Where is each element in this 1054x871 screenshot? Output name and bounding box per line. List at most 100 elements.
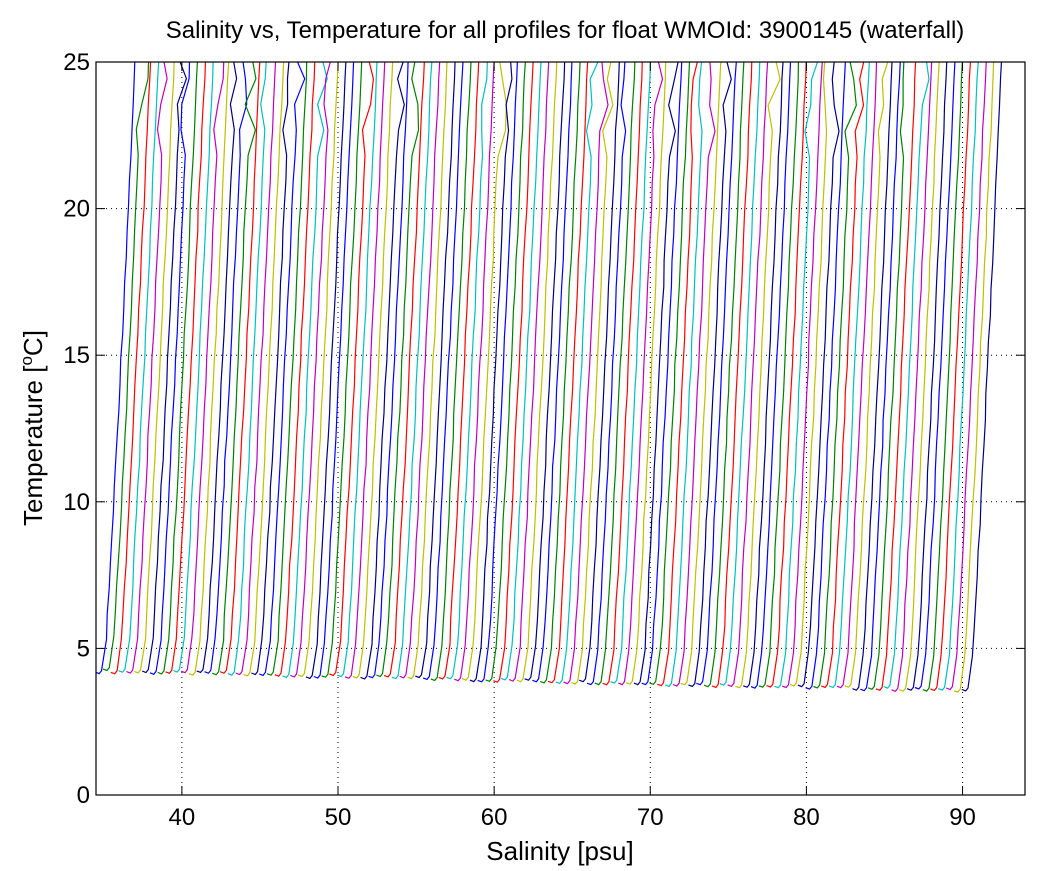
profile-line — [165, 62, 207, 675]
profiles-group — [96, 62, 1003, 693]
profile-line — [96, 62, 136, 675]
profile-line — [173, 62, 214, 673]
profile-line — [391, 62, 433, 680]
profile-line — [594, 62, 636, 686]
x-tick-label: 60 — [481, 804, 508, 831]
profile-line — [805, 62, 846, 690]
y-axis-label: Temperature [oC] — [17, 330, 48, 526]
profile-line — [274, 62, 316, 677]
y-tick-label: 5 — [77, 635, 90, 662]
profile-line — [781, 62, 823, 689]
profile-line — [149, 62, 191, 676]
profile-line — [696, 62, 737, 686]
profile-line — [336, 62, 378, 678]
profile-line — [578, 62, 620, 683]
profile-line — [875, 62, 917, 692]
profile-line — [305, 62, 347, 680]
profile-line — [774, 62, 819, 689]
x-tick-label: 70 — [637, 804, 664, 831]
y-tick-label: 0 — [77, 782, 90, 809]
profile-line — [586, 62, 627, 686]
profile-line — [399, 62, 441, 679]
profile-line — [836, 62, 878, 689]
profile-line — [641, 62, 683, 686]
y-axis-label-superscript: o — [17, 356, 36, 365]
profile-line — [219, 62, 261, 674]
profile-line — [766, 62, 807, 688]
profile-line — [906, 62, 948, 691]
profile-line — [180, 62, 225, 674]
axes-box — [95, 61, 1026, 796]
profile-line — [227, 62, 267, 676]
profile-line — [922, 62, 963, 692]
profile-line — [485, 62, 526, 683]
profile-line — [313, 62, 355, 679]
profile-line — [953, 62, 995, 693]
profile-line — [126, 62, 168, 674]
profile-line — [961, 62, 1003, 692]
profile-line — [735, 62, 781, 689]
profile-line — [610, 62, 652, 684]
profile-line — [360, 62, 405, 680]
profile-line — [258, 62, 306, 677]
profile-line — [820, 62, 865, 689]
profile-line — [321, 62, 363, 678]
profile-line — [852, 62, 893, 691]
profile-line — [344, 62, 386, 679]
profile-line — [742, 62, 784, 688]
y-tick-label: 25 — [63, 49, 90, 76]
profile-line — [407, 62, 448, 680]
profile-line — [844, 62, 889, 688]
profile-line — [500, 62, 542, 681]
y-axis-label-main: Temperature [ — [18, 365, 48, 526]
profile-line — [297, 62, 339, 678]
profile-line — [212, 62, 257, 676]
profile-line — [251, 62, 290, 676]
profile-line — [376, 62, 420, 678]
x-tick-label: 40 — [169, 804, 196, 831]
profile-line — [813, 62, 857, 689]
profile-line — [633, 62, 679, 686]
profile-line — [930, 62, 972, 692]
profile-line — [235, 62, 277, 676]
profile-line — [532, 62, 573, 683]
profile-line — [680, 62, 722, 686]
profile-line — [703, 62, 745, 688]
profile-line — [602, 62, 643, 686]
profile-line — [188, 62, 230, 676]
profile-line — [415, 62, 456, 679]
y-tick-label: 15 — [63, 342, 90, 369]
profile-line — [883, 62, 930, 689]
profile-line — [945, 62, 987, 691]
x-axis-label: Salinity [psu] — [486, 836, 633, 866]
profile-line — [508, 62, 550, 682]
profile-line — [290, 62, 331, 678]
profile-line — [867, 62, 905, 691]
y-tick-label: 20 — [63, 196, 90, 223]
profile-line — [141, 62, 188, 674]
profile-line — [563, 62, 609, 685]
x-tick-label: 80 — [793, 804, 820, 831]
profile-line — [157, 62, 199, 675]
profile-line — [789, 62, 828, 687]
x-tick-label: 90 — [949, 804, 976, 831]
profile-line — [758, 62, 799, 688]
plot-area: 40 50 60 70 80 90 0 5 10 15 20 25 — [63, 49, 1026, 831]
y-tick-label: 10 — [63, 489, 90, 516]
profile-line — [571, 62, 614, 685]
profile-line — [438, 62, 480, 680]
profile-line — [469, 62, 513, 683]
profile-line — [711, 62, 753, 689]
profile-line — [204, 62, 248, 674]
profile-line — [134, 62, 175, 674]
profile-line — [329, 62, 375, 677]
chart-title: Salinity vs, Temperature for all profile… — [166, 17, 965, 44]
profile-line — [454, 62, 495, 682]
profile-line — [368, 62, 409, 679]
profile-line — [196, 62, 238, 674]
profile-line — [664, 62, 703, 688]
profile-line — [860, 62, 901, 692]
profile-line — [688, 62, 732, 688]
profile-line — [352, 62, 394, 679]
